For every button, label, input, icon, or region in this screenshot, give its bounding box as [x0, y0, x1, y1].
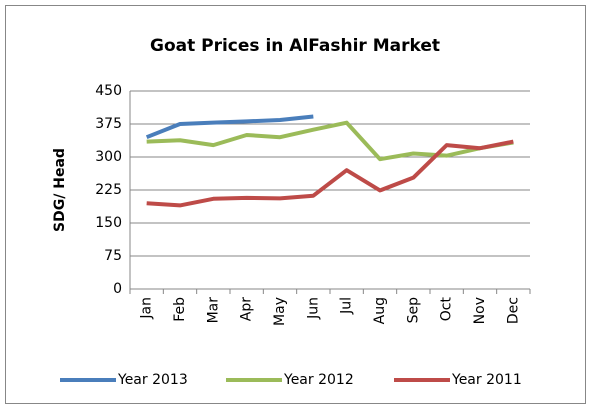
y-tick-label: 450 [95, 83, 122, 99]
x-tick-label: Nov [472, 297, 488, 324]
x-tick-label: Mar [205, 297, 221, 324]
y-axis-label: SDG/ Head [52, 148, 68, 232]
x-tick-label: Apr [239, 297, 255, 321]
x-tick-label: Oct [439, 297, 455, 322]
x-tick-label: Sep [405, 297, 421, 324]
legend-label: Year 2012 [283, 372, 354, 388]
x-tick-label: Jul [339, 297, 355, 315]
legend-label: Year 2011 [451, 372, 522, 388]
legend-label: Year 2013 [117, 372, 188, 388]
y-tick-label: 75 [104, 248, 122, 264]
x-tick-label: Jan [139, 297, 155, 320]
series-line [146, 120, 514, 162]
chart-title: Goat Prices in AlFashir Market [150, 36, 440, 56]
y-tick-label: 300 [95, 149, 122, 165]
x-tick-label: May [272, 297, 288, 326]
y-tick-label: 225 [95, 182, 122, 198]
x-tick-label: Feb [172, 297, 188, 322]
chart-border [5, 5, 586, 404]
series-line [146, 139, 514, 208]
y-tick-label: 375 [95, 116, 122, 132]
y-tick-label: 0 [113, 281, 122, 297]
y-tick-label: 150 [95, 215, 122, 231]
series-line [145, 114, 314, 140]
x-tick-label: Jun [305, 297, 321, 320]
x-tick-label: Dec [505, 297, 521, 324]
x-tick-label: Aug [372, 297, 388, 324]
